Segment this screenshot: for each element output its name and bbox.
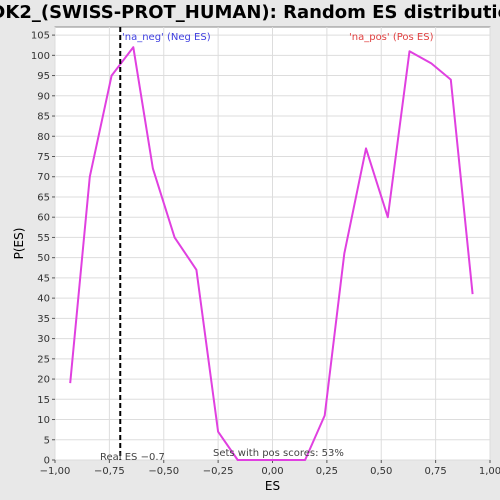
sets-pos-label: Sets with pos scores: 53% [213, 448, 344, 459]
y-tick-label: 60 [37, 213, 50, 224]
pos-label: 'na_pos' (Pos ES) [349, 32, 434, 43]
x-tick-label: −0,75 [94, 466, 125, 477]
x-tick-label: 0,00 [261, 466, 283, 477]
y-axis-label: P(ES) [12, 228, 26, 260]
x-tick-label: −0,50 [148, 466, 179, 477]
x-tick-label: 0,50 [370, 466, 392, 477]
y-tick-label: 95 [37, 71, 50, 82]
y-tick-label: 35 [37, 314, 50, 325]
y-tick-label: 50 [37, 253, 50, 264]
y-tick-label: 70 [37, 172, 50, 183]
x-axis-label: ES [265, 479, 280, 493]
y-tick-label: 20 [37, 375, 50, 386]
y-tick-label: 80 [37, 132, 50, 143]
y-axis: 0 5 10 15 20 25 30 35 40 45 50 55 60 65 70 75 80 85 90 95 10… [31, 31, 55, 467]
y-tick-label: 5 [44, 435, 50, 446]
y-tick-label: 85 [37, 112, 50, 123]
y-tick-label: 40 [37, 294, 50, 305]
chart-title: CDK2_(SWISS-PROT_HUMAN): Random ES distr… [0, 2, 500, 23]
series-line [69, 46, 474, 461]
y-tick-label: 15 [37, 395, 50, 406]
y-tick-label: 90 [37, 91, 50, 102]
x-axis: −1,00 −0,75 −0,50 −0,25 0,00 0,25 0,50 0,75 1,00 [40, 460, 500, 477]
y-tick-label: 65 [37, 192, 50, 203]
y-tick-label: 0 [44, 456, 50, 467]
x-tick-label: 0,75 [424, 466, 446, 477]
x-tick-label: 1,00 [479, 466, 500, 477]
x-tick-label: −1,00 [40, 466, 71, 477]
y-tick-label: 75 [37, 152, 50, 163]
y-tick-label: 30 [37, 334, 50, 345]
y-tick-label: 105 [31, 31, 50, 42]
y-tick-label: 45 [37, 273, 50, 284]
neg-label: 'na_neg' (Neg ES) [122, 32, 211, 43]
x-tick-label: −0,25 [203, 466, 234, 477]
x-tick-label: 0,25 [316, 466, 338, 477]
y-tick-label: 100 [31, 51, 50, 62]
y-tick-label: 55 [37, 233, 50, 244]
y-tick-label: 25 [37, 354, 50, 365]
series-layer [69, 46, 474, 461]
real-es-label: Real ES −0.7 [100, 452, 165, 463]
y-tick-label: 10 [37, 415, 50, 426]
